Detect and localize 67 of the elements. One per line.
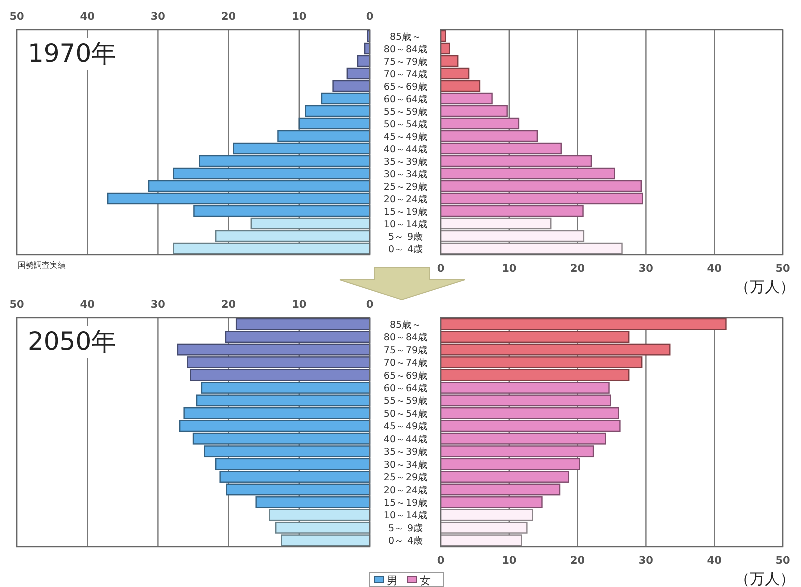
y-tick-label: 35～39歳 — [384, 156, 428, 168]
y-tick-label: 20～24歳 — [384, 193, 428, 206]
y-tick-label: 80～84歳 — [384, 43, 428, 56]
y-tick-label: 50～54歳 — [384, 118, 428, 130]
x-tick-label: 40 — [707, 263, 722, 275]
y-tick-label: 70～74歳 — [384, 68, 428, 80]
x2-tick-label: 40 — [80, 11, 95, 23]
x2-tick-label: 0 — [366, 299, 374, 311]
x-tick-label: 40 — [707, 555, 722, 567]
x2-tick-label: 0 — [366, 11, 374, 23]
y-tick-label: 30～34歳 — [384, 168, 428, 180]
y-tick-label: 5～ 9歳 — [388, 230, 424, 243]
y-tick-label: 10～14歳 — [384, 218, 428, 230]
y-tick-label: 55～59歳 — [384, 106, 428, 118]
y-tick-label: 0～ 4歳 — [388, 243, 424, 256]
text: （万人） — [735, 278, 795, 296]
y-tick-label: 80～84歳 — [384, 332, 428, 344]
y-tick-label: 15～19歳 — [384, 496, 428, 509]
x-tick-label: 50 — [776, 555, 790, 567]
y-tick-label: 60～64歳 — [384, 93, 428, 106]
x2-tick-label: 10 — [292, 299, 307, 311]
x2-tick-label: 30 — [150, 299, 166, 311]
text: 国勢調査実績 — [18, 261, 66, 270]
y-tick-label: 15～19歳 — [384, 206, 428, 218]
x2-tick-label: 20 — [221, 299, 236, 311]
y-tick-label: 5～ 9歳 — [388, 522, 424, 534]
y-tick-label: 75～79歳 — [384, 344, 428, 356]
y-tick-label: 45～49歳 — [384, 420, 428, 433]
x2-tick-label: 40 — [80, 299, 95, 311]
legend-label: 女 — [420, 574, 431, 587]
y-tick-label: 40～44歳 — [384, 433, 428, 446]
x-tick-label: 0 — [437, 555, 445, 567]
text: （万人） — [735, 570, 795, 587]
y-tick-label: 75～79歳 — [384, 56, 428, 68]
y-tick-label: 65～69歳 — [384, 80, 428, 93]
x-tick-label: 10 — [502, 263, 517, 275]
y-tick-label: 85歳～ — [390, 30, 422, 43]
y-tick-label: 30～34歳 — [384, 458, 428, 471]
x-tick-label: 20 — [570, 263, 586, 275]
y-tick-label: 85歳～ — [390, 318, 422, 331]
x2-tick-label: 20 — [221, 11, 236, 23]
y-tick-label: 25～29歳 — [384, 472, 428, 484]
y-tick-label: 40～44歳 — [384, 143, 428, 156]
text: 1970年 — [28, 39, 117, 68]
y-tick-label: 65～69歳 — [384, 370, 428, 382]
x-tick-label: 50 — [776, 263, 790, 275]
y-tick-label: 20～24歳 — [384, 484, 428, 496]
y-tick-label: 35～39歳 — [384, 446, 428, 458]
y-tick-label: 45～49歳 — [384, 130, 428, 143]
y-tick-label: 10～14歳 — [384, 510, 428, 522]
x-tick-label: 20 — [570, 555, 586, 567]
y-tick-label: 70～74歳 — [384, 357, 428, 370]
y-tick-label: 55～59歳 — [384, 395, 428, 408]
y-tick-label: 0～ 4歳 — [388, 535, 424, 548]
legend-label: 男 — [387, 574, 398, 587]
y-tick-label: 50～54歳 — [384, 408, 428, 420]
y-tick-label: 60～64歳 — [384, 382, 428, 394]
x-tick-label: 0 — [437, 263, 445, 275]
x2-tick-label: 50 — [10, 11, 24, 23]
x-tick-label: 30 — [638, 263, 654, 275]
x-tick-label: 10 — [502, 555, 517, 567]
x-tick-label: 30 — [638, 555, 654, 567]
x2-tick-label: 30 — [150, 11, 166, 23]
x2-tick-label: 10 — [292, 11, 307, 23]
y-tick-label: 25～29歳 — [384, 180, 428, 193]
x2-tick-label: 50 — [10, 299, 24, 311]
text: 2050年 — [28, 327, 117, 356]
